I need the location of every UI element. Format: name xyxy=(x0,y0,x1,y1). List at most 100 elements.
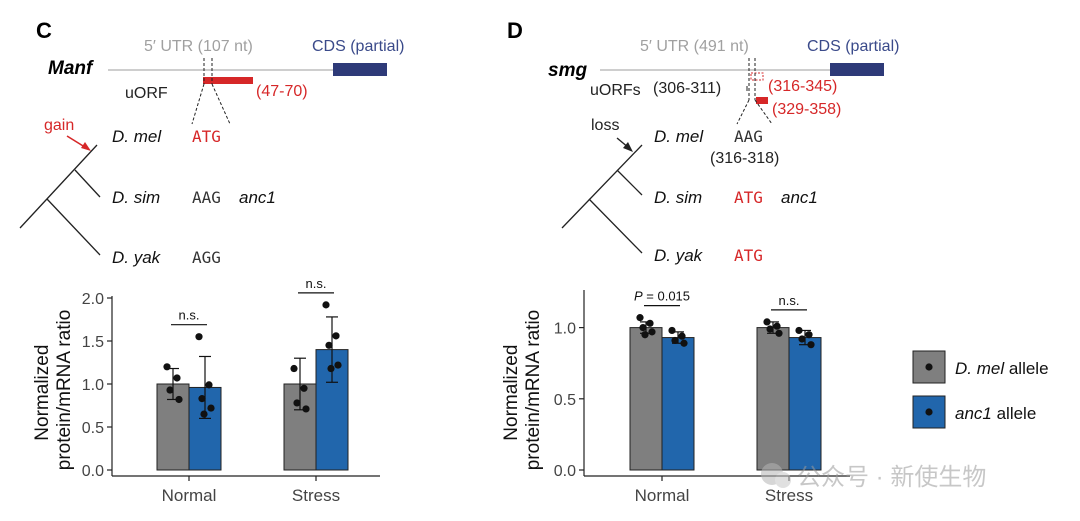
panel-c-gene-name: Manf xyxy=(48,58,94,79)
chart-c-sig-label: n.s. xyxy=(306,276,327,291)
panel-d-event-arrowhead xyxy=(623,142,633,152)
panel-d-uorf-range-1: (306-311) xyxy=(653,80,721,97)
panel-c-cds-label: CDS (partial) xyxy=(312,38,404,55)
panel-d-cds-label: CDS (partial) xyxy=(807,38,899,55)
chart-c-point xyxy=(163,363,171,371)
panel-c-uorf-range: (47-70) xyxy=(256,83,308,100)
panel-d-cds-box xyxy=(830,63,884,76)
chart-d-point xyxy=(678,332,686,340)
panel-c-species-dyak: D. yak xyxy=(112,248,162,267)
chart-d-xtick-label: Normal xyxy=(635,486,690,505)
chart-c-bar xyxy=(156,383,190,471)
chart-d-point xyxy=(636,314,644,322)
legend-label-anc1: anc1 allele xyxy=(955,404,1036,423)
chart-c-point xyxy=(195,333,203,341)
panel-d-event-label: loss xyxy=(591,117,619,134)
chart-c-point xyxy=(175,395,183,404)
chart-c: Normalized protein/mRNA ratio 0.0 0.5 1.0 1… xyxy=(32,276,380,505)
panel-d-utr-label: 5′ UTR (491 nt) xyxy=(640,38,749,55)
chart-c-point xyxy=(300,384,308,392)
chart-d-sig-label: n.s. xyxy=(779,293,800,308)
chart-d-point xyxy=(646,319,654,327)
chart-d-ytick-label: 0.5 xyxy=(554,392,576,409)
chart-d-ytick-label: 0.0 xyxy=(554,463,576,480)
panel-d-codon-dyak: ATG xyxy=(734,246,763,265)
chart-c-xtick-label: Normal xyxy=(162,486,217,505)
chart-c-plot: 0.0 0.5 1.0 1.5 2.0 Normal n.s. Stress n.s. xyxy=(82,276,380,505)
panel-c-schematic: C Manf 5′ UTR (107 nt) CDS (partial) uOR… xyxy=(19,18,404,267)
chart-c-point xyxy=(173,374,181,382)
chart-d-point xyxy=(773,322,781,330)
chart-d-point xyxy=(805,331,813,339)
chart-d-ylabel-line2: protein/mRNA ratio xyxy=(523,310,544,471)
chart-d-xtick-label: Stress xyxy=(765,486,813,505)
chart-c-point xyxy=(332,332,340,340)
chart-c-point xyxy=(205,381,213,389)
chart-c-ytick-label: 0.5 xyxy=(82,420,104,437)
chart-c-point xyxy=(166,386,174,394)
chart-d-ytick-label: 1.0 xyxy=(554,321,576,338)
svg-text:Normalized protein/mRN: Normalized protein/mRNA ratio xyxy=(501,310,544,471)
svg-text:Normalized protein/mRN: Normalized protein/mRNA ratio xyxy=(32,310,75,471)
chart-d-point xyxy=(763,318,771,326)
chart-d: Normalized protein/mRNA ratio 0.0 0.5 1.0 N… xyxy=(501,289,850,505)
chart-d-point xyxy=(671,336,679,345)
chart-d-bar xyxy=(661,337,695,471)
wechat-icon-bubble xyxy=(775,472,791,488)
chart-d-bar xyxy=(756,327,790,471)
chart-d-point xyxy=(639,324,647,332)
panel-c-event-label: gain xyxy=(44,117,74,134)
chart-d-point xyxy=(798,335,806,343)
panel-d-uorf-box xyxy=(756,97,768,104)
chart-d-ylabel: Normalized protein/mRNA ratio xyxy=(501,310,544,471)
chart-c-point xyxy=(334,361,342,369)
panel-c-species-dmel: D. mel xyxy=(112,127,162,146)
chart-d-point xyxy=(795,326,803,335)
panel-d-codon-dmel: AAG xyxy=(734,127,763,146)
panel-c-codon-dyak: AGG xyxy=(192,248,221,267)
chart-c-point xyxy=(200,410,208,418)
chart-c-point xyxy=(327,364,335,373)
panel-c-species-dsim: D. sim xyxy=(112,188,160,207)
chart-c-point xyxy=(325,341,333,349)
chart-c-ylabel-line1: Normalized xyxy=(32,345,53,441)
panel-c-uorf-box xyxy=(203,77,253,84)
legend: D. mel allele anc1 allele xyxy=(912,350,1049,429)
panel-c-cds-box xyxy=(333,63,387,76)
panel-d-uorf-dotted-box xyxy=(750,72,764,81)
panel-d-letter: D xyxy=(507,18,523,43)
chart-d-sig-label: P = 0.015 xyxy=(634,289,690,304)
panel-d-zoom-lines xyxy=(736,58,773,125)
panel-d-species-dmel: D. mel xyxy=(654,127,704,146)
chart-d-bar xyxy=(788,337,822,471)
chart-c-ytick-label: 2.0 xyxy=(82,291,104,308)
panel-d-uorf-range-3: (329-358) xyxy=(772,101,841,118)
panel-d-species-dsim: D. sim xyxy=(654,188,702,207)
panel-d-species-dyak: D. yak xyxy=(654,246,704,265)
watermark-text: 公众号 · 新使生物 xyxy=(797,464,986,491)
chart-c-sig-label: n.s. xyxy=(179,308,200,323)
panel-c-codon-dsim: AAG xyxy=(192,188,221,207)
panel-c-codon-dmel: ATG xyxy=(192,127,221,146)
panel-c-event-arrowhead xyxy=(81,142,91,151)
panel-d-gene-name: smg xyxy=(548,60,587,81)
chart-d-plot: 0.0 0.5 1.0 Normal P = 0.015 Stress n.s. xyxy=(554,289,850,505)
chart-c-point xyxy=(207,404,215,412)
legend-dot-dmel xyxy=(925,363,933,371)
chart-c-ytick-label: 1.5 xyxy=(82,334,104,351)
panel-d-note-dsim: anc1 xyxy=(781,188,818,207)
chart-c-ylabel: Normalized protein/mRNA ratio xyxy=(32,310,75,471)
chart-d-point xyxy=(807,341,815,349)
panel-c-letter: C xyxy=(36,18,52,43)
panel-c-utr-label: 5′ UTR (107 nt) xyxy=(144,38,253,55)
panel-c-note-dsim: anc1 xyxy=(239,188,276,207)
chart-d-point xyxy=(648,328,656,336)
chart-d-point xyxy=(668,326,676,335)
chart-d-ylabel-line1: Normalized xyxy=(501,345,522,441)
chart-d-bar xyxy=(629,327,663,471)
chart-c-ytick-label: 0.0 xyxy=(82,463,104,480)
panel-d-uorf-range-2: (316-345) xyxy=(768,78,837,95)
chart-d-point xyxy=(766,325,774,333)
watermark: 公众号 · 新使生物 xyxy=(761,463,986,491)
panel-c-zoom-lines xyxy=(191,58,231,125)
